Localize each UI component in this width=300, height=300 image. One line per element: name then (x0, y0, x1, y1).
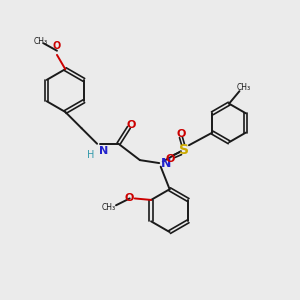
Text: CH₃: CH₃ (102, 203, 116, 212)
Text: S: S (179, 143, 190, 157)
Text: CH₃: CH₃ (236, 83, 250, 92)
Text: O: O (166, 154, 175, 164)
Text: CH₃: CH₃ (34, 37, 48, 46)
Text: N: N (160, 157, 171, 169)
Text: O: O (125, 194, 134, 203)
Text: H: H (88, 150, 95, 160)
Text: O: O (53, 41, 61, 51)
Text: N: N (99, 146, 108, 156)
Text: O: O (176, 129, 186, 139)
Text: O: O (126, 120, 136, 130)
